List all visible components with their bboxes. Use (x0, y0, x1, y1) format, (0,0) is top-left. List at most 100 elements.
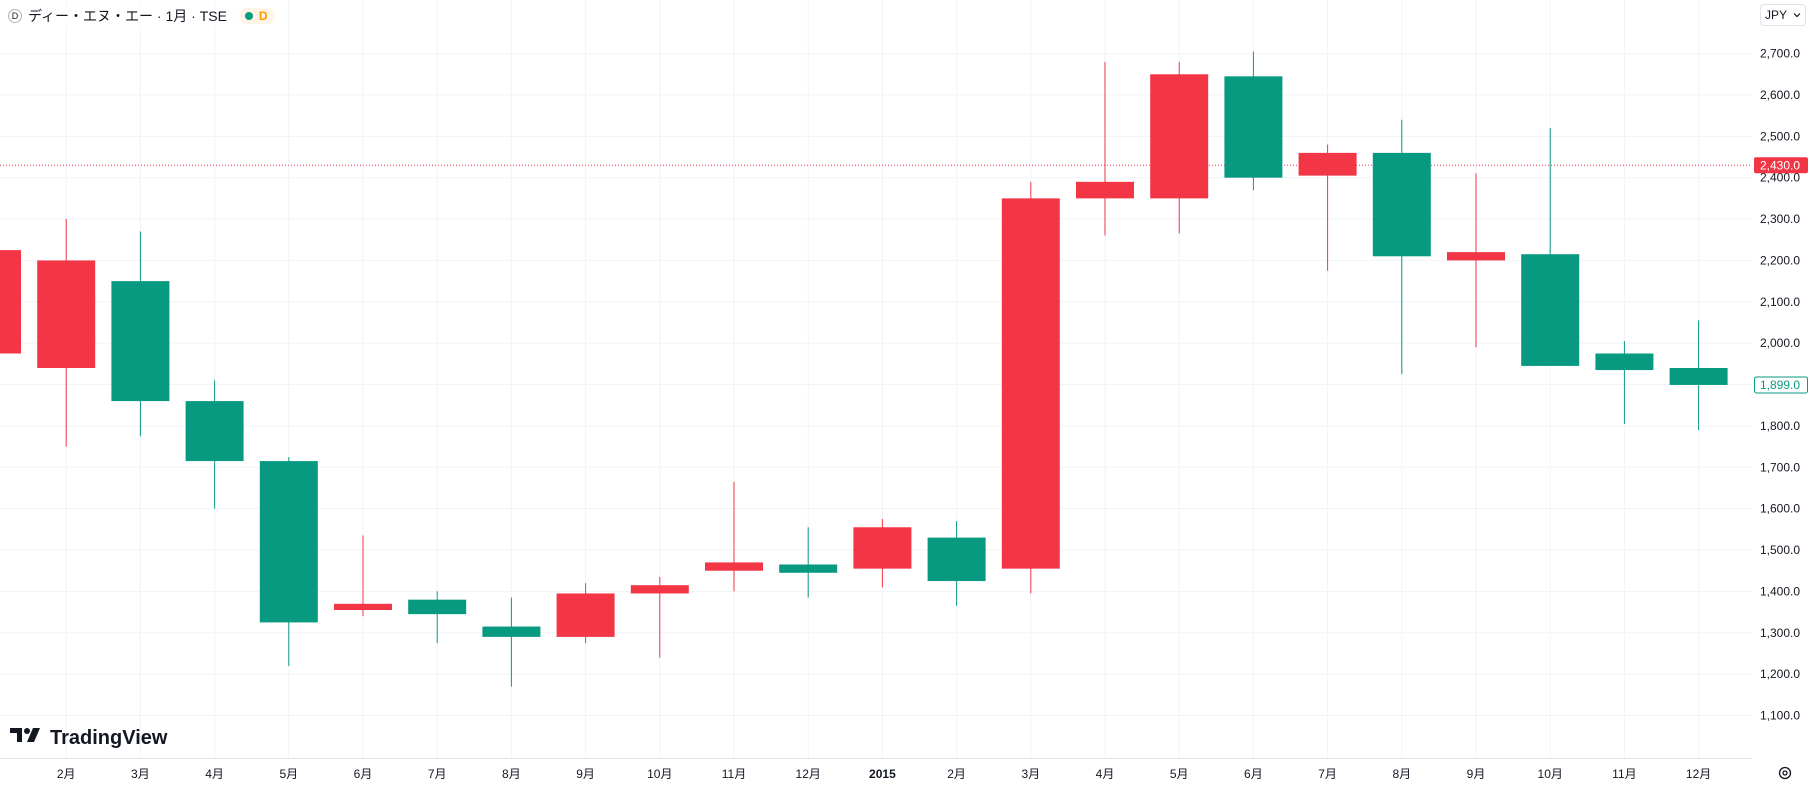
candle-body (779, 564, 838, 573)
currency-label: JPY (1765, 8, 1788, 22)
candle-11[interactable] (705, 481, 763, 592)
time-tick-label: 12月 (796, 767, 821, 781)
candle-20[interactable] (1372, 119, 1431, 375)
candle-body (482, 626, 541, 637)
candle-8[interactable] (482, 597, 541, 687)
symbol-logo-icon[interactable]: D (8, 9, 22, 23)
price-tick-label: 2,100.0 (1760, 295, 1800, 309)
time-tick-label: 3月 (131, 767, 150, 781)
price-tick-label: 2,700.0 (1760, 47, 1800, 61)
time-tick-label: 2月 (57, 767, 76, 781)
candle-body (630, 585, 689, 594)
candle-18[interactable] (1224, 51, 1283, 191)
time-tick-label: 2015 (869, 767, 896, 781)
candle-2[interactable] (37, 219, 96, 447)
price-tick-label: 1,500.0 (1760, 543, 1800, 557)
candle-7[interactable] (408, 591, 467, 644)
symbol-title[interactable]: ディー・エヌ・エー · 1月 · TSE (28, 8, 227, 24)
candle-1[interactable] (0, 250, 21, 354)
candle-body (705, 562, 763, 571)
price-tick-label: 2,400.0 (1760, 171, 1800, 185)
time-axis-ticks: 2月 3月 4月 5月 6月 7月 8月 9月 10月 11月 12月 2015 2月 3月 4月 5月 6月 7… (57, 767, 1711, 781)
tradingview-watermark[interactable]: TradingView (10, 726, 167, 750)
price-axis-ticks: 1,100.0 1,200.0 1,300.0 1,400.0 1,500.0 1,600… (1760, 47, 1800, 723)
current-price-tag (1754, 376, 1808, 394)
price-chart[interactable] (0, 0, 1752, 758)
price-tags: 2,430.0 1,899.0 (1754, 157, 1808, 394)
time-tick-label: 4月 (1096, 767, 1115, 781)
candle-5[interactable] (259, 456, 318, 666)
price-tick-label: 2,300.0 (1760, 212, 1800, 226)
candle-6[interactable] (334, 535, 392, 617)
candle-body (408, 599, 467, 615)
time-tick-label: 2月 (947, 767, 966, 781)
green-dot-icon (244, 12, 253, 20)
chevron-down-icon (1793, 8, 1801, 22)
tradingview-logo-icon (10, 726, 44, 750)
candle-19[interactable] (1298, 144, 1357, 271)
price-tick-label: 2,200.0 (1760, 253, 1800, 267)
candle-3[interactable] (111, 231, 170, 437)
price-tick-label: 1,800.0 (1760, 419, 1800, 433)
candle-body (1447, 252, 1505, 261)
candle-body (1150, 74, 1209, 199)
time-tick-label: 11月 (722, 767, 746, 781)
price-tick-label: 1,300.0 (1760, 626, 1800, 640)
candle-body (927, 537, 986, 582)
time-tick-label: 4月 (205, 767, 224, 781)
chart-legend: D ディー・エヌ・エー · 1月 · TSE D (8, 6, 279, 26)
price-tick-label: 1,600.0 (1760, 502, 1800, 516)
time-tick-label: 12月 (1686, 767, 1711, 781)
candle-14[interactable] (927, 521, 986, 606)
candle-12[interactable] (779, 527, 838, 598)
candle-22[interactable] (1521, 128, 1580, 366)
time-tick-label: 9月 (1467, 767, 1486, 781)
candle-body (259, 461, 318, 623)
candle-body (1521, 254, 1580, 366)
time-tick-label: 10月 (1538, 767, 1563, 781)
candle-17[interactable] (1150, 61, 1209, 234)
watermark-text: TradingView (50, 726, 168, 749)
vertical-grid (65, 0, 1700, 758)
candle-16[interactable] (1076, 61, 1134, 236)
candle-10[interactable] (630, 576, 689, 658)
price-tick-label: 2,000.0 (1760, 336, 1800, 350)
currency-selector[interactable]: JPY (1760, 4, 1806, 26)
candle-body (1076, 181, 1134, 199)
time-tick-label: 10月 (647, 767, 672, 781)
time-axis[interactable]: 2月 3月 4月 5月 6月 7月 8月 9月 10月 11月 12月 2015 2月 3月 4月 5月 6月 7… (0, 758, 1752, 788)
candles (0, 51, 1728, 687)
time-tick-label: 5月 (1170, 767, 1189, 781)
time-tick-label: 6月 (1244, 767, 1263, 781)
candle-4[interactable] (185, 380, 244, 509)
last-price-tag (1754, 157, 1808, 174)
candle-21[interactable] (1447, 173, 1505, 348)
candle-body (1595, 353, 1654, 371)
time-tick-label: 3月 (1021, 767, 1040, 781)
candle-body (1372, 152, 1431, 257)
current-price-tag-label: 1,899.0 (1760, 378, 1800, 392)
candle-13[interactable] (853, 518, 912, 588)
price-tick-label: 1,700.0 (1760, 460, 1800, 474)
candle-body (37, 260, 96, 368)
price-tick-label: 2,500.0 (1760, 129, 1800, 143)
candle-15[interactable] (1001, 181, 1060, 594)
last-price-tag-label: 2,430.0 (1760, 158, 1800, 172)
data-badge: D (258, 9, 268, 23)
candle-23[interactable] (1595, 341, 1654, 424)
price-tick-label: 2,600.0 (1760, 88, 1800, 102)
time-tick-label: 11月 (1612, 767, 1636, 781)
candle-body (0, 250, 21, 354)
price-axis[interactable]: 1,100.0 1,200.0 1,300.0 1,400.0 1,500.0 1,600… (1752, 0, 1810, 758)
candle-24[interactable] (1669, 320, 1728, 431)
candle-body (853, 527, 912, 569)
settings-gear-icon[interactable] (1775, 763, 1795, 783)
time-tick-label: 7月 (1318, 767, 1337, 781)
time-tick-label: 8月 (502, 767, 521, 781)
time-tick-label: 6月 (354, 767, 373, 781)
market-status[interactable]: D (238, 8, 275, 24)
time-tick-label: 9月 (576, 767, 595, 781)
time-tick-label: 8月 (1392, 767, 1411, 781)
candle-9[interactable] (556, 583, 615, 644)
price-tick-label: 1,200.0 (1760, 667, 1800, 681)
